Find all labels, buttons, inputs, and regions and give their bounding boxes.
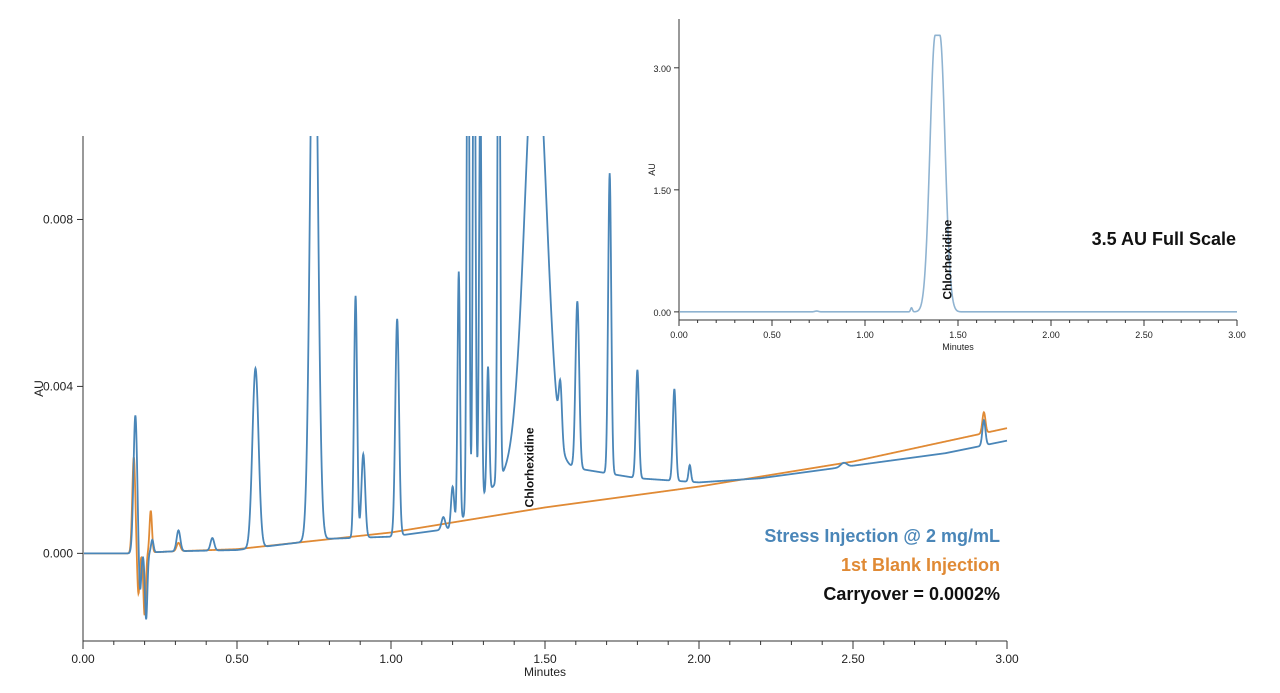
legend-carryover: Carryover = 0.0002%	[823, 584, 1000, 604]
main-series-primary-line	[84, 136, 1008, 620]
main-y-tick-label: 0.004	[43, 379, 73, 393]
main-x-tick-label: 1.50	[533, 652, 557, 666]
main-y-tick-label: 0.000	[43, 546, 73, 560]
inset-series-primary-line	[680, 34, 1237, 313]
main-series-group	[84, 136, 1008, 620]
inset-axes: 0.00 0.50 1.00 1.50 2.00 2.50 3.00 0.00 1.50 3.00…	[647, 19, 1246, 352]
inset-x-axis-label: Minutes	[942, 342, 974, 352]
main-y-tick-label: 0.008	[43, 212, 73, 226]
inset-series-group	[680, 34, 1237, 313]
main-axes: 0.00 0.50 1.00 1.50 2.00 2.50 3.00 0.000 0.004 0.…	[32, 136, 1019, 679]
main-peak-annotation: Chlorhexidine	[523, 427, 537, 507]
inset-x-tick-label: 1.00	[856, 330, 874, 340]
main-x-tick-label: 1.00	[379, 652, 403, 666]
inset-y-tick-label: 1.50	[653, 186, 671, 196]
inset-y-axis-label: AU	[647, 163, 657, 176]
inset-scale-label: 3.5 AU Full Scale	[1091, 229, 1236, 249]
main-x-tick-label: 0.00	[71, 652, 95, 666]
main-x-axis-label: Minutes	[524, 665, 566, 679]
inset-chromatogram: 0.00 0.50 1.00 1.50 2.00 2.50 3.00 0.00 1.50 3.00…	[647, 19, 1246, 352]
inset-annotations: Chlorhexidine	[941, 219, 955, 299]
inset-x-tick-label: 3.00	[1228, 330, 1246, 340]
inset-x-tick-label: 1.50	[949, 330, 967, 340]
inset-y-tick-label: 3.00	[653, 64, 671, 74]
inset-x-tick-label: 0.00	[670, 330, 688, 340]
legend-blank-injection: 1st Blank Injection	[840, 555, 1000, 575]
main-y-axis-label: AU	[32, 380, 46, 397]
inset-y-tick-label: 0.00	[653, 308, 671, 318]
inset-x-tick-label: 2.00	[1042, 330, 1060, 340]
main-annotations: Chlorhexidine	[523, 427, 537, 507]
inset-peak-annotation: Chlorhexidine	[941, 219, 955, 299]
main-x-tick-label: 0.50	[225, 652, 249, 666]
main-x-tick-label: 3.00	[995, 652, 1019, 666]
legend-stress-injection: Stress Injection @ 2 mg/mL	[764, 526, 1000, 546]
inset-x-tick-label: 2.50	[1135, 330, 1153, 340]
main-x-tick-label: 2.50	[841, 652, 865, 666]
inset-x-tick-label: 0.50	[763, 330, 781, 340]
main-x-tick-label: 2.00	[687, 652, 711, 666]
